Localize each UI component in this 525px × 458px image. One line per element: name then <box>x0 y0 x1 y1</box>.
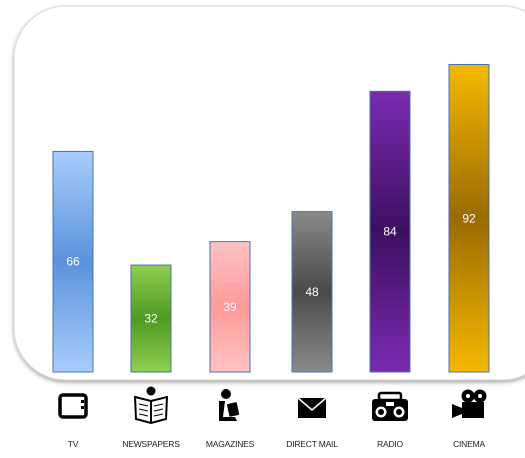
bar-magazines <box>209 241 251 373</box>
magazine-reader-icon <box>195 387 265 431</box>
data-label: 84 <box>383 225 397 239</box>
bar-tv <box>52 150 94 373</box>
envelope-icon <box>277 387 347 431</box>
category-label: CINEMA <box>453 439 485 449</box>
boombox-icon <box>355 387 425 431</box>
bar-direct-mail <box>291 211 333 373</box>
data-label: 39 <box>223 300 237 314</box>
bar-cinema <box>448 64 490 373</box>
data-label: 92 <box>462 211 476 225</box>
category-label: NEWSPAPERS <box>122 439 180 449</box>
category-label: DIRECT MAIL <box>286 439 338 449</box>
movie-camera-icon <box>434 387 504 431</box>
bar-radio <box>369 90 411 373</box>
category-label: TV <box>67 439 79 449</box>
data-label: 48 <box>305 285 319 299</box>
category-label: MAGAZINES <box>205 439 255 449</box>
data-label: 32 <box>144 312 158 326</box>
tv-icon <box>38 387 108 431</box>
bars-layer: 66 32 39 48 84 92 <box>52 64 490 373</box>
newspaper-reader-icon <box>116 386 186 431</box>
data-label: 66 <box>66 255 80 269</box>
category-label: RADIO <box>377 439 403 449</box>
bar-newspapers <box>130 264 172 373</box>
